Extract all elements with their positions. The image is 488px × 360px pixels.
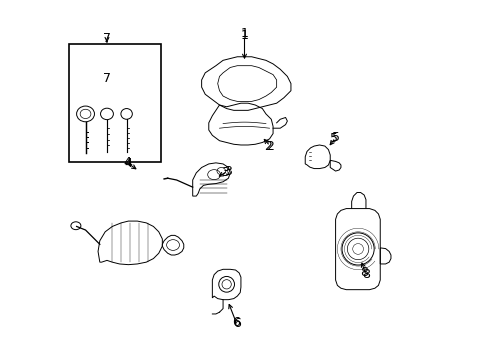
Text: 8: 8: [361, 268, 369, 281]
Text: 4: 4: [124, 157, 132, 170]
Text: 8: 8: [360, 266, 367, 279]
Text: 5: 5: [329, 132, 337, 145]
Text: 6: 6: [232, 317, 240, 330]
Text: 3: 3: [221, 166, 228, 179]
Text: 7: 7: [103, 72, 111, 85]
Text: 7: 7: [103, 32, 111, 45]
Text: 5: 5: [331, 131, 339, 144]
Text: 1: 1: [240, 27, 248, 40]
Text: 1: 1: [240, 29, 248, 42]
Text: 4: 4: [123, 156, 131, 169]
Text: 2: 2: [266, 140, 274, 153]
Text: 2: 2: [263, 140, 271, 153]
Bar: [69, 44, 160, 162]
Text: 6: 6: [231, 316, 239, 329]
Text: 3: 3: [224, 165, 231, 177]
